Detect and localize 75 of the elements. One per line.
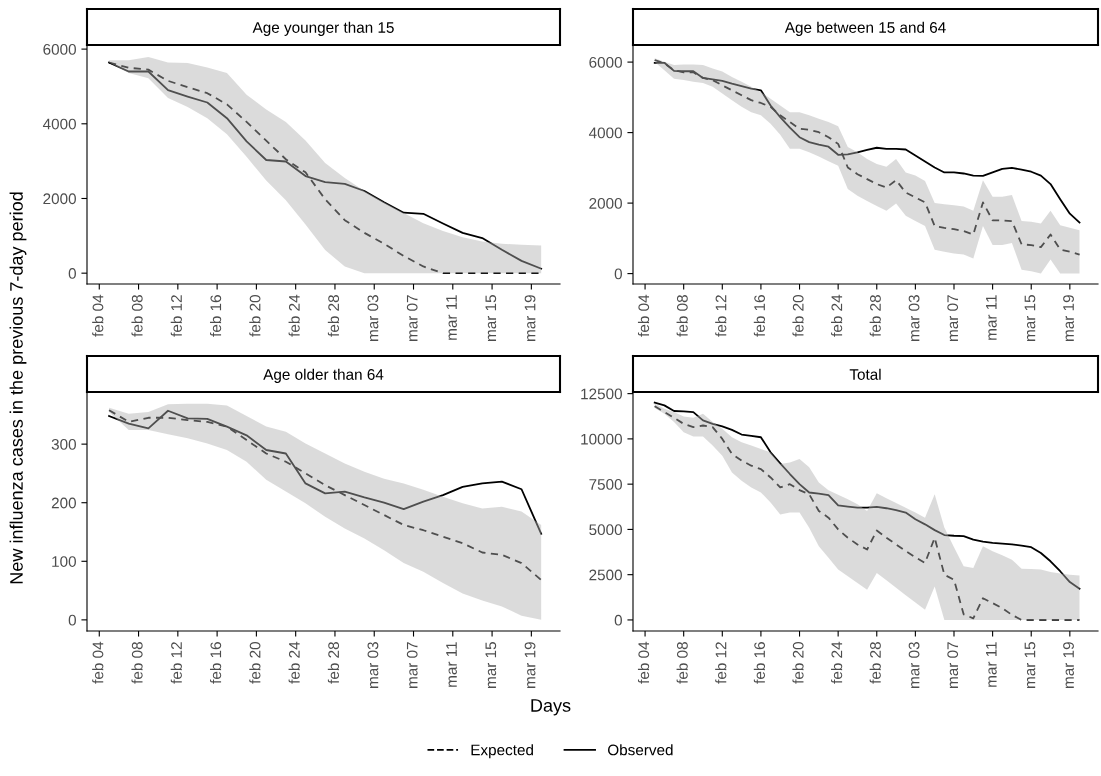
x-tick-label: feb 04 (637, 294, 650, 337)
y-tick-label: 300 (51, 439, 76, 450)
y-tick-label: 0 (68, 614, 76, 626)
x-tick-label: mar 07 (406, 642, 418, 688)
y-tick-label: 5000 (589, 524, 622, 536)
x-tick-label: feb 28 (869, 295, 881, 337)
x-tick-label: mar 07 (947, 295, 959, 341)
x-tick-label: feb 24 (831, 641, 843, 684)
chart-title: Age younger than 15 (252, 21, 394, 36)
y-tick-label: 7500 (589, 479, 622, 490)
x-tick-label: mar 19 (1063, 295, 1074, 341)
x-tick-label: feb 04 (92, 294, 104, 337)
x-tick-label: mar 15 (485, 642, 497, 688)
x-tick-label: feb 04 (637, 641, 650, 684)
x-tick-label: feb 16 (753, 642, 766, 684)
x-tick-label: feb 28 (327, 295, 340, 337)
x-tick-label: feb 08 (676, 642, 688, 684)
y-tick-label: 4000 (42, 118, 76, 130)
x-tick-label: feb 20 (249, 295, 261, 337)
x-tick-label: mar 19 (524, 642, 536, 688)
y-tick-label: 0 (614, 614, 622, 626)
x-axis-title: Days (531, 699, 571, 716)
x-tick-label: feb 24 (288, 641, 300, 684)
x-tick-label: mar 11 (446, 642, 457, 687)
x-tick-label: feb 08 (131, 642, 143, 684)
y-tick-label: 10000 (581, 433, 622, 445)
y-tick-label: 12500 (581, 388, 622, 400)
legend-label: Expected (471, 744, 533, 759)
y-tick-label: 0 (68, 268, 76, 279)
x-tick-label: feb 20 (249, 642, 261, 684)
line-series (108, 409, 543, 581)
x-tick-label: mar 03 (908, 642, 920, 688)
x-tick-label: feb 12 (715, 295, 727, 337)
x-tick-label: mar 19 (1063, 642, 1074, 688)
x-tick-label: feb 08 (131, 295, 143, 337)
y-tick-label: 2500 (589, 569, 622, 581)
x-tick-label: feb 08 (676, 295, 688, 337)
y-tick-label: 200 (51, 497, 76, 509)
y-tick-label: 0 (614, 268, 622, 280)
chart-title: Age older than 64 (263, 368, 384, 383)
x-tick-label: feb 28 (869, 642, 881, 684)
x-tick-label: mar 07 (406, 295, 418, 341)
x-tick-label: mar 11 (446, 295, 457, 340)
x-tick-label: mar 19 (524, 295, 536, 341)
x-tick-label: feb 20 (792, 295, 804, 337)
y-tick-label: 6000 (589, 56, 622, 68)
x-tick-label: mar 03 (908, 295, 920, 341)
legend-label: Observed (608, 744, 673, 756)
y-tick-label: 4000 (588, 127, 622, 139)
x-tick-label: mar 11 (986, 642, 997, 687)
x-tick-label: feb 16 (753, 295, 766, 337)
chart-title: Age between 15 and 64 (784, 21, 946, 36)
x-tick-label: feb 12 (715, 642, 727, 684)
x-tick-label: feb 24 (831, 294, 843, 337)
x-tick-label: mar 15 (485, 295, 497, 341)
y-tick-label: 2000 (589, 197, 622, 209)
x-tick-label: mar 07 (947, 642, 959, 688)
x-tick-label: feb 28 (327, 642, 340, 684)
y-axis-title: New influenza cases in the previous 7-day period (9, 192, 27, 584)
x-tick-label: mar 15 (1024, 642, 1036, 688)
x-tick-label: mar 15 (1024, 295, 1036, 341)
y-tick-label: 6000 (43, 43, 76, 55)
x-tick-label: feb 04 (92, 641, 104, 684)
x-tick-label: mar 03 (367, 642, 379, 688)
y-tick-label: 100 (52, 556, 76, 567)
x-tick-label: feb 12 (170, 642, 182, 684)
x-tick-label: mar 11 (986, 295, 997, 340)
chart-title: Total (849, 368, 881, 380)
x-tick-label: feb 16 (210, 295, 222, 337)
x-tick-label: feb 12 (170, 295, 182, 337)
y-tick-label: 2000 (43, 193, 76, 205)
x-tick-label: feb 16 (210, 642, 222, 684)
x-tick-label: mar 03 (367, 295, 379, 341)
x-tick-label: feb 20 (792, 642, 804, 684)
x-tick-label: feb 24 (288, 294, 300, 337)
